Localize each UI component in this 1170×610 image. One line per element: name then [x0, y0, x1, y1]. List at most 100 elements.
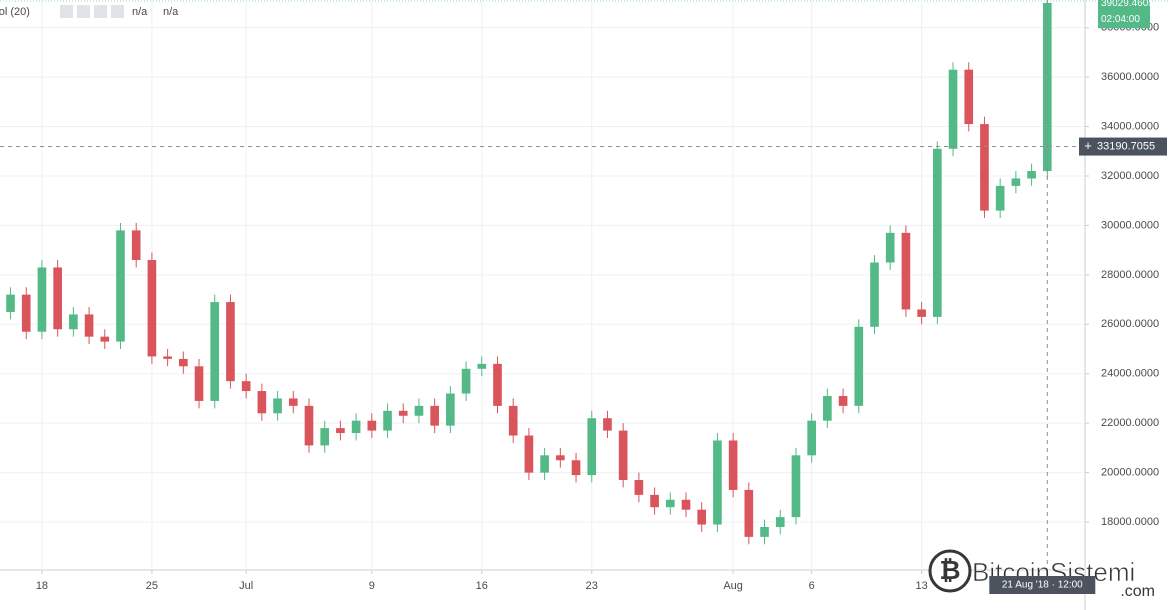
- candle-body: [257, 391, 267, 414]
- candle-body: [665, 499, 675, 508]
- candle-body: [508, 405, 518, 436]
- candle-body: [21, 294, 31, 332]
- y-tick-label: 36000.0000: [1101, 71, 1159, 83]
- plot-area: [0, 0, 1085, 570]
- legend-header: Vol (20) n/a n/a: [0, 5, 179, 18]
- candle-body: [446, 393, 455, 426]
- last-price-box: [1098, 0, 1150, 29]
- candle-body: [556, 455, 565, 461]
- watermark-text: BitcoinSistemi: [972, 557, 1135, 587]
- candle-body: [1027, 171, 1036, 179]
- crosshair-plus: +: [1084, 138, 1092, 153]
- candle-body: [980, 124, 989, 211]
- candle-body: [618, 430, 628, 481]
- candle-body: [288, 398, 298, 406]
- candle-body: [304, 405, 314, 446]
- candle-body: [744, 489, 754, 537]
- candle-body: [116, 230, 125, 342]
- candle-body: [885, 232, 895, 263]
- x-tick-label: Jul: [239, 580, 253, 592]
- candle-body: [179, 358, 188, 367]
- candle-body: [587, 418, 597, 476]
- candle-body: [100, 336, 110, 342]
- crosshair-time-label: 21 Aug '18 · 12:00: [1002, 580, 1083, 591]
- candle-body: [901, 232, 911, 310]
- candle-body: [241, 381, 251, 392]
- y-tick-label: 20000.0000: [1101, 467, 1159, 479]
- candle-body: [226, 302, 235, 382]
- candle-body: [634, 480, 644, 495]
- crosshair-time-box: [989, 576, 1096, 594]
- x-tick-label: 13: [916, 580, 928, 592]
- close-button[interactable]: [111, 5, 124, 18]
- y-tick-label: 26000.0000: [1101, 318, 1159, 330]
- y-tick-label: 32000.0000: [1101, 170, 1159, 182]
- candle-body: [367, 420, 377, 431]
- candle-body: [948, 69, 958, 149]
- candle-body: [53, 267, 62, 330]
- indicator-name: Vol (20): [0, 6, 30, 18]
- y-tick-label: 18000.0000: [1101, 516, 1159, 528]
- indicator-value: n/a: [163, 6, 179, 18]
- candle-body: [84, 314, 94, 337]
- candle-body: [964, 69, 974, 125]
- candle-body: [351, 420, 361, 434]
- candle-body: [210, 302, 220, 401]
- settings-button[interactable]: [77, 5, 90, 18]
- candle-body: [697, 509, 707, 525]
- candle-body: [728, 440, 738, 490]
- candle-body: [320, 428, 330, 446]
- svg-text:₿: ₿: [939, 555, 960, 585]
- add-button[interactable]: [94, 5, 107, 18]
- x-tick-label: 25: [146, 580, 158, 592]
- candle-body: [6, 294, 15, 312]
- candle-body: [540, 455, 549, 473]
- candle-body: [493, 363, 502, 406]
- last-price-label: 39029.4605: [1101, 0, 1154, 9]
- candle-body: [477, 363, 487, 369]
- candle-body: [430, 405, 439, 426]
- watermark: ₿ BitcoinSistemi .com: [928, 549, 1155, 600]
- candle-body: [854, 326, 864, 406]
- candle-body: [571, 460, 581, 476]
- x-tick-label: 23: [586, 580, 598, 592]
- indicator-value: n/a: [132, 6, 148, 18]
- candle-body: [870, 262, 879, 327]
- candle-body: [69, 314, 78, 330]
- candle-body: [775, 517, 785, 527]
- y-tick-label: 28000.0000: [1101, 269, 1159, 281]
- x-tick-label: 9: [369, 580, 375, 592]
- x-tick-label: 18: [36, 580, 48, 592]
- watermark-suffix: .com: [1120, 583, 1155, 600]
- candle-body: [524, 435, 534, 473]
- y-tick-label: 30000.0000: [1101, 219, 1159, 231]
- candle-body: [681, 499, 691, 510]
- crosshair-price-label: 33190.7055: [1097, 140, 1155, 152]
- y-tick-label: 22000.0000: [1101, 417, 1159, 429]
- countdown-label: 02:04:00: [1101, 14, 1140, 25]
- candle-body: [336, 428, 345, 434]
- candle-body: [807, 420, 816, 456]
- candle-body: [273, 398, 282, 414]
- candle-body: [1042, 2, 1052, 172]
- candle-body: [383, 410, 392, 431]
- candle-body: [163, 356, 172, 359]
- eye-button[interactable]: [60, 5, 73, 18]
- candle-body: [823, 395, 832, 421]
- candle-body: [461, 368, 471, 394]
- candle-body: [760, 526, 769, 537]
- candle-body: [933, 148, 942, 317]
- x-tick-label: Aug: [723, 580, 743, 592]
- candle-body: [603, 418, 612, 431]
- y-tick-label: 24000.0000: [1101, 368, 1159, 380]
- candle-body: [37, 267, 47, 332]
- candle-body: [131, 230, 141, 261]
- candle-body: [147, 260, 157, 357]
- candle-body: [650, 494, 659, 508]
- candle-body: [713, 440, 722, 525]
- crosshair-price-box: [1079, 137, 1167, 156]
- y-tick-label: 34000.0000: [1101, 120, 1159, 132]
- candle-body: [838, 395, 848, 406]
- x-tick-label: 16: [476, 580, 488, 592]
